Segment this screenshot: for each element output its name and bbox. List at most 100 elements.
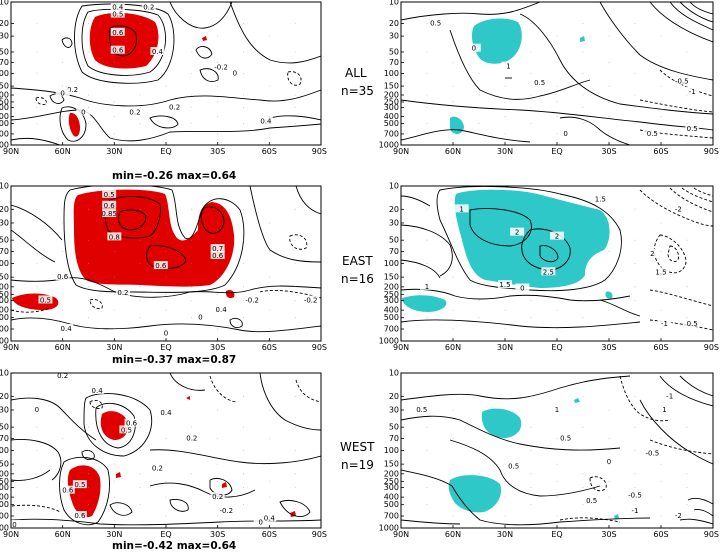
contour-label-bg bbox=[193, 312, 208, 321]
grid-dot bbox=[88, 426, 89, 428]
grid-dot bbox=[426, 317, 428, 319]
negative-contours bbox=[11, 375, 321, 513]
grid-dot bbox=[165, 133, 167, 135]
significance-shading bbox=[605, 291, 613, 299]
grid-dot bbox=[634, 487, 636, 488]
contour-label-bg bbox=[558, 433, 573, 442]
grid-dot bbox=[556, 293, 558, 295]
contour-label: 2 bbox=[515, 229, 519, 237]
grid-dot bbox=[165, 438, 167, 439]
y-tick-label: 30 bbox=[389, 405, 399, 414]
contour-label: 0 bbox=[472, 45, 476, 53]
y-tick-label: 70 bbox=[0, 434, 9, 443]
contour-label: 1 bbox=[506, 63, 510, 71]
contour-label-bg bbox=[227, 68, 242, 77]
grid-dot bbox=[530, 395, 532, 397]
grid-dot bbox=[191, 208, 193, 210]
grid-dot bbox=[634, 504, 636, 506]
grid-dot bbox=[165, 251, 167, 252]
contour-label: 0.5 bbox=[40, 296, 51, 304]
grid-dot bbox=[217, 251, 219, 252]
grid-dot bbox=[426, 487, 428, 488]
contour-label: 0.2 bbox=[152, 464, 163, 472]
grid-dot bbox=[191, 504, 193, 506]
x-tick-label: 60N bbox=[445, 147, 461, 156]
x-tick-label: 90S bbox=[704, 147, 719, 156]
y-tick-label: 400 bbox=[0, 306, 9, 315]
grid-dot bbox=[88, 107, 89, 109]
x-tick-label: 30N bbox=[106, 147, 122, 156]
grid-dot bbox=[478, 317, 480, 319]
panel-west-left bbox=[11, 373, 321, 526]
grid-dot bbox=[113, 116, 115, 117]
y-tick-label: 400 bbox=[384, 112, 399, 121]
grid-dot bbox=[217, 222, 219, 224]
grid-dot bbox=[530, 239, 532, 241]
positive-shading bbox=[89, 12, 159, 69]
grid-dot bbox=[165, 116, 167, 117]
contour-label: 1.5 bbox=[499, 281, 510, 289]
grid-dot bbox=[426, 51, 428, 53]
grid-dot bbox=[36, 504, 38, 506]
grid-dot bbox=[191, 73, 193, 74]
grid-dot bbox=[191, 107, 193, 109]
grid-dot bbox=[582, 94, 584, 96]
grid-dot bbox=[62, 309, 64, 311]
grid-dot bbox=[426, 94, 428, 96]
grid-dot bbox=[608, 463, 610, 465]
grid-dot bbox=[139, 487, 141, 488]
y-tick-label: 700 bbox=[384, 324, 399, 333]
grid-dot bbox=[165, 515, 167, 517]
x-tick-label: 90S bbox=[312, 147, 327, 156]
grid-dot bbox=[268, 438, 270, 439]
y-tick-label: 200 bbox=[0, 469, 9, 478]
contour-label-bg bbox=[454, 204, 469, 213]
grid-dot bbox=[608, 35, 610, 37]
contour-label-bg bbox=[420, 281, 434, 290]
grid-dot bbox=[504, 515, 506, 517]
y-tick-label: 1000 bbox=[0, 524, 9, 533]
contour-label: 1.5 bbox=[655, 268, 666, 276]
y-tick-label: 300 bbox=[0, 296, 9, 305]
grid-dot bbox=[426, 123, 428, 124]
grid-dot bbox=[243, 426, 244, 428]
contour-label-bg bbox=[685, 124, 700, 133]
contour-label-bg bbox=[55, 371, 70, 380]
contour-label-bg bbox=[414, 404, 429, 413]
grid-dot bbox=[36, 123, 38, 124]
grid-dot bbox=[426, 473, 428, 475]
contour-label-bg bbox=[64, 84, 79, 93]
grid-dot bbox=[608, 276, 610, 278]
y-tick-label: 30 bbox=[389, 32, 399, 41]
y-tick-label: 500 bbox=[0, 500, 9, 509]
row-label-west: WEST bbox=[340, 440, 375, 454]
x-tick-label: 90S bbox=[312, 530, 327, 539]
contour-label: -0.2 bbox=[304, 296, 318, 304]
x-tick-label: 60N bbox=[55, 530, 71, 539]
x-tick-label: 90N bbox=[3, 147, 19, 156]
x-tick-label: 30N bbox=[497, 530, 513, 539]
grid-dot bbox=[426, 286, 428, 288]
grid-dot bbox=[504, 276, 506, 278]
grid-dot bbox=[217, 116, 219, 117]
grid-dot bbox=[139, 504, 141, 506]
grid-dot bbox=[660, 309, 662, 311]
grid-dot bbox=[36, 94, 38, 96]
row-count-all: n=35 bbox=[341, 84, 374, 98]
grid-dot bbox=[191, 300, 193, 301]
contour-label-bg bbox=[303, 295, 318, 304]
grid-dot bbox=[36, 51, 38, 53]
grid-dot bbox=[294, 208, 296, 210]
grid-dot bbox=[556, 222, 558, 224]
grid-dot bbox=[294, 395, 296, 397]
grid-dot bbox=[530, 123, 532, 124]
grid-dot bbox=[217, 62, 219, 63]
y-tick-label: 20 bbox=[389, 19, 399, 28]
grid-dot bbox=[452, 438, 454, 439]
contour-label: 1 bbox=[662, 406, 666, 414]
grid-dot bbox=[165, 101, 167, 103]
contour-label: 0.6 bbox=[155, 262, 167, 270]
grid-dot bbox=[478, 395, 480, 397]
grid-dot bbox=[582, 23, 584, 24]
contour-label: 0.5 bbox=[430, 20, 441, 28]
